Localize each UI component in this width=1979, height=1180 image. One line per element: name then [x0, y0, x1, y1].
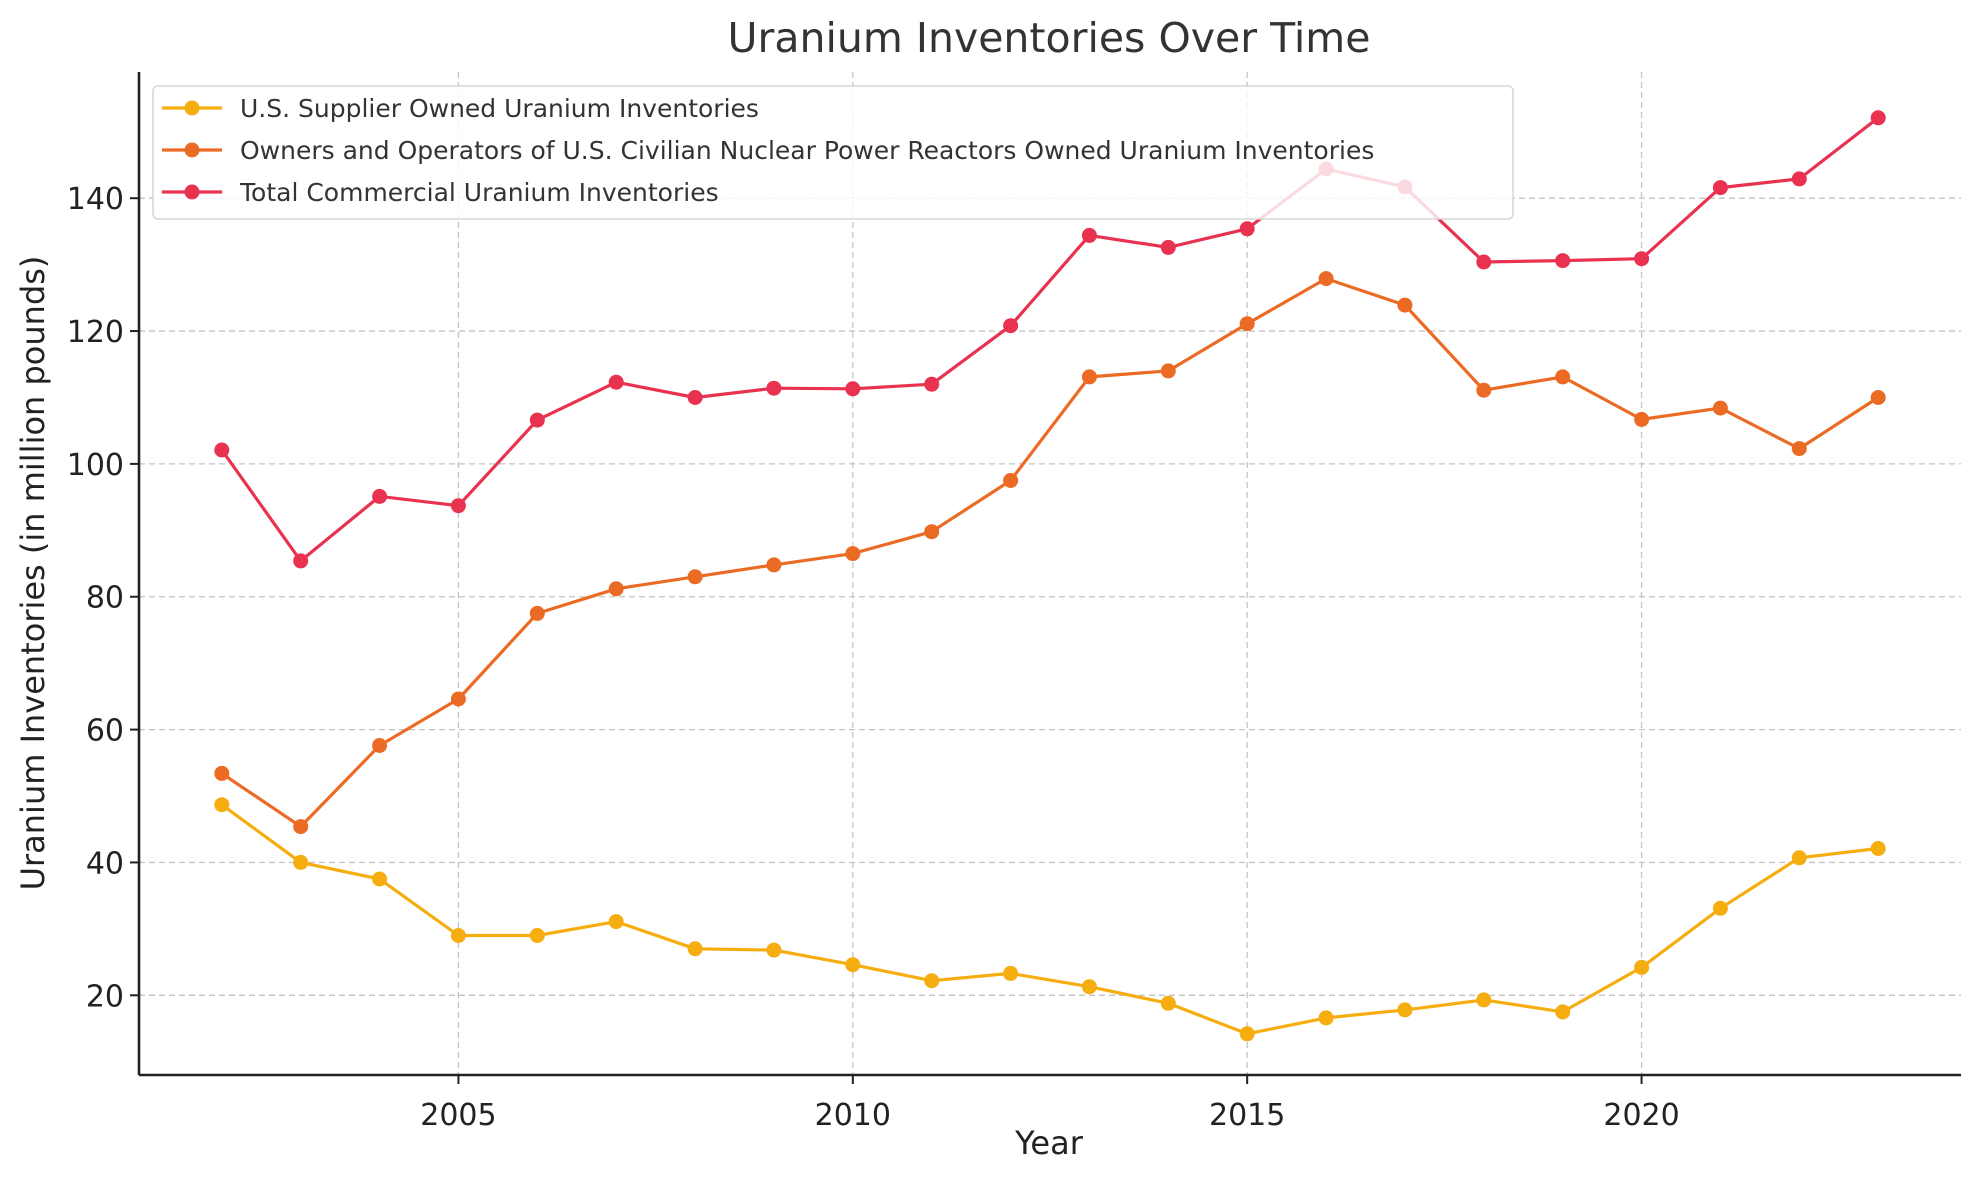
- data-point: [529, 412, 545, 428]
- data-point: [766, 557, 782, 573]
- data-point: [924, 376, 940, 392]
- data-point: [293, 854, 309, 870]
- y-tick-label: 120: [67, 315, 124, 350]
- data-point: [1081, 369, 1097, 385]
- data-point: [1712, 180, 1728, 196]
- data-point: [529, 928, 545, 943]
- grid: [139, 72, 1961, 1075]
- data-point: [1476, 254, 1492, 270]
- data-point: [1791, 441, 1807, 457]
- legend: U.S. Supplier Owned Uranium Inventories O…: [152, 85, 1514, 220]
- data-point: [1634, 411, 1650, 427]
- data-point: [1160, 363, 1176, 379]
- legend-label: Total Commercial Uranium Inventories: [239, 178, 719, 207]
- data-point: [1870, 841, 1886, 856]
- data-point: [845, 381, 861, 397]
- y-axis-label: Uranium Inventories (in million pounds): [14, 256, 52, 891]
- data-point: [766, 380, 782, 396]
- data-point: [450, 691, 466, 707]
- data-point: [608, 914, 624, 930]
- data-point: [1634, 251, 1650, 267]
- data-point: [1239, 1026, 1255, 1042]
- y-tick-label: 40: [86, 846, 124, 881]
- data-point: [1634, 959, 1650, 975]
- data-point: [924, 973, 940, 989]
- data-point: [1239, 316, 1255, 332]
- data-point: [1476, 382, 1492, 398]
- data-point: [529, 605, 545, 621]
- x-axis-label: Year: [1014, 1124, 1084, 1162]
- data-point: [372, 738, 388, 753]
- data-point: [1003, 473, 1019, 488]
- data-point: [687, 390, 703, 405]
- data-point: [1555, 369, 1571, 385]
- data-point: [1870, 110, 1886, 126]
- legend-label: U.S. Supplier Owned Uranium Inventories: [240, 94, 759, 123]
- data-point: [1397, 1002, 1413, 1018]
- x-tick-label: 2015: [1209, 1098, 1285, 1133]
- data-point: [1003, 318, 1019, 334]
- data-point: [450, 928, 466, 943]
- data-point: [214, 765, 230, 781]
- x-tick-label: 2020: [1603, 1098, 1679, 1133]
- data-point: [1003, 965, 1019, 981]
- data-point: [1160, 995, 1176, 1011]
- data-point: [687, 569, 703, 585]
- y-tick-label: 80: [86, 581, 124, 616]
- data-point: [293, 553, 309, 569]
- data-point: [1712, 900, 1728, 916]
- data-point: [1476, 992, 1492, 1008]
- data-point: [845, 957, 861, 973]
- chart-title: Uranium Inventories Over Time: [728, 14, 1371, 62]
- legend-box: [152, 85, 1514, 220]
- legend-marker: [184, 142, 200, 158]
- legend-marker: [184, 100, 200, 116]
- data-point: [1791, 171, 1807, 187]
- data-point: [1081, 227, 1097, 243]
- data-point: [1555, 253, 1571, 269]
- x-tick-label: 2010: [815, 1098, 891, 1133]
- data-point: [1791, 850, 1807, 866]
- data-point: [1318, 271, 1334, 287]
- data-point: [1397, 297, 1413, 313]
- data-point: [214, 442, 230, 458]
- series-line-3: [220, 116, 1880, 563]
- legend-label: Owners and Operators of U.S. Civilian Nu…: [240, 136, 1374, 165]
- data-point: [372, 871, 388, 887]
- x-tick-label: 2005: [420, 1098, 496, 1133]
- data-point: [1318, 1010, 1334, 1026]
- data-point: [608, 581, 624, 597]
- y-tick-label: 100: [67, 448, 124, 483]
- data-point: [1555, 1004, 1571, 1020]
- y-tick-label: 140: [67, 182, 124, 217]
- data-point: [450, 498, 466, 514]
- data-point: [845, 546, 861, 562]
- data-point: [1081, 979, 1097, 995]
- plot-area: [214, 110, 1886, 1042]
- data-point: [1870, 390, 1886, 405]
- data-point: [293, 819, 309, 835]
- data-point: [766, 942, 782, 958]
- series-line-2: [220, 277, 1880, 829]
- data-point: [687, 941, 703, 957]
- series-line-1: [220, 803, 1880, 1036]
- data-point: [924, 524, 940, 540]
- data-point: [608, 374, 624, 390]
- data-point: [372, 488, 388, 504]
- data-point: [1239, 221, 1255, 237]
- y-tick-label: 20: [86, 979, 124, 1014]
- y-tick-label: 60: [86, 714, 124, 749]
- legend-marker: [184, 184, 200, 200]
- data-point: [214, 797, 230, 813]
- data-point: [1160, 239, 1176, 255]
- data-point: [1712, 400, 1728, 416]
